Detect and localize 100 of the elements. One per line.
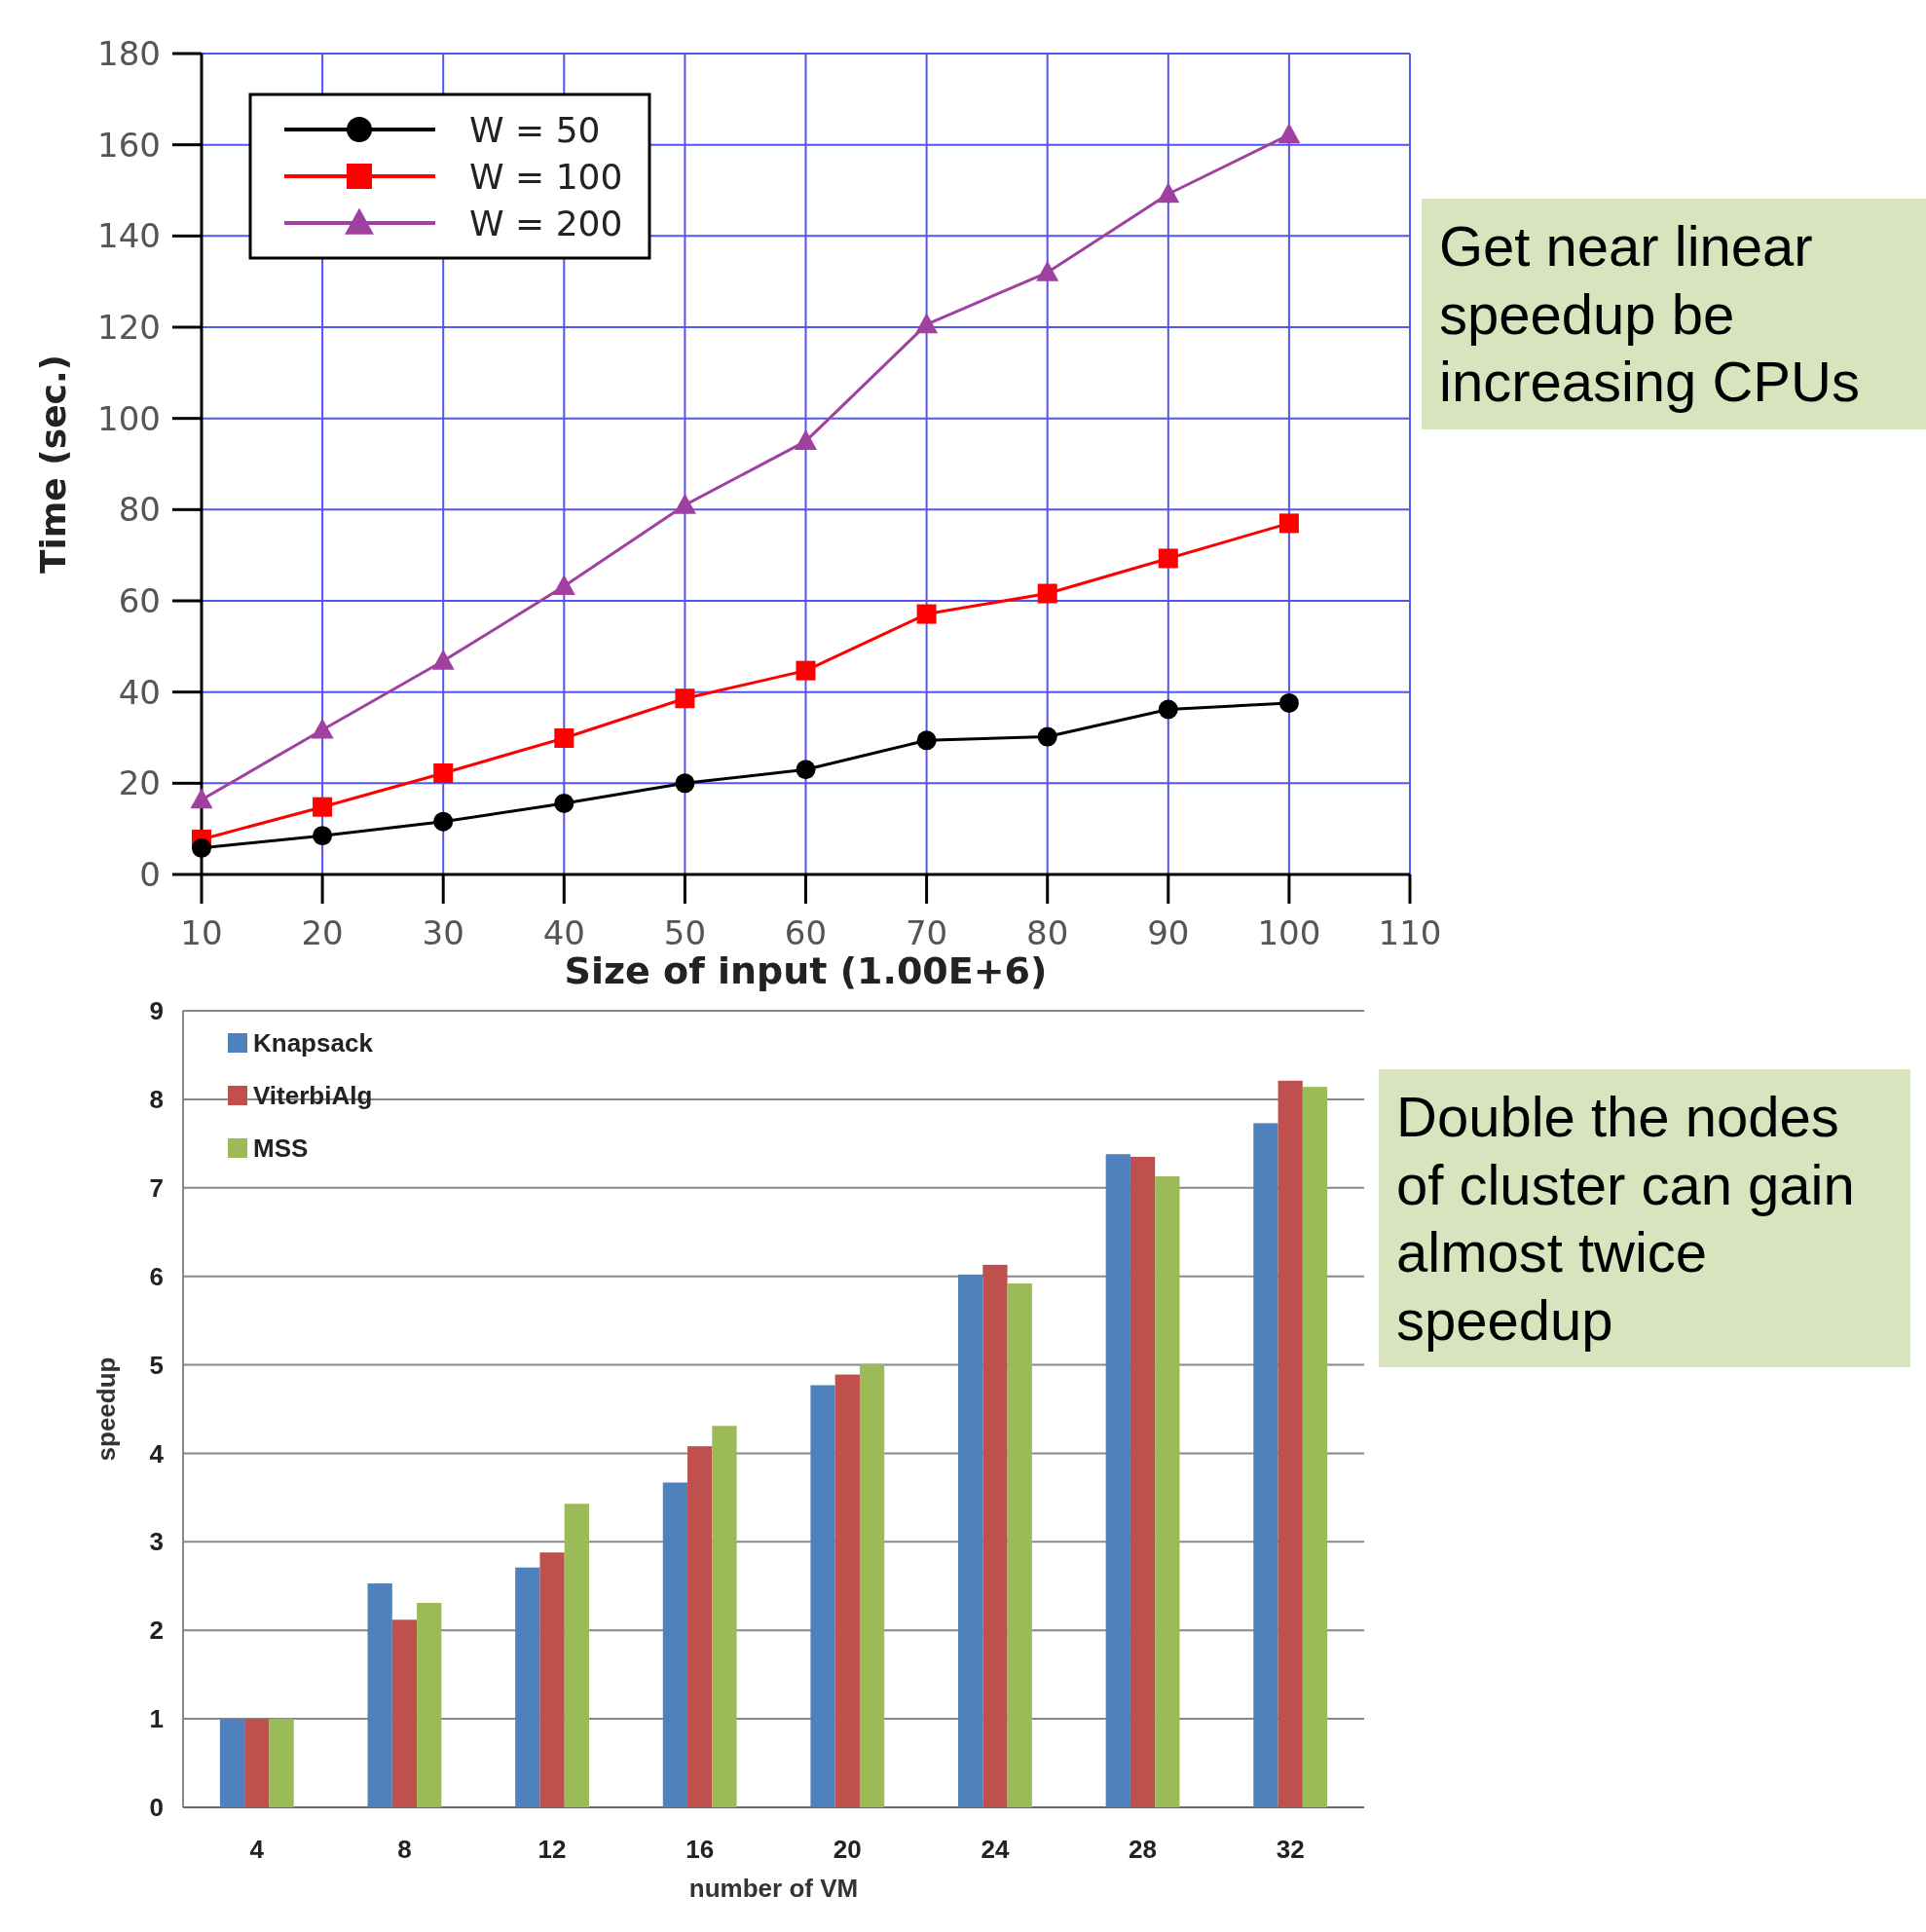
x-tick-label: 20 [833,1835,862,1864]
legend-label: W = 100 [469,156,623,197]
point [675,688,695,709]
x-tick-label: 30 [422,913,464,952]
point [795,429,817,451]
bar [515,1567,540,1807]
bar [712,1426,737,1807]
x-axis-title: number of VM [688,1874,859,1903]
y-axis-title: speedup [92,1356,121,1462]
y-tick-label: 40 [118,672,161,712]
legend-label: W = 200 [469,203,623,243]
y-tick-label: 80 [118,490,161,530]
y-tick-label: 6 [149,1261,164,1291]
y-tick-label: 140 [97,216,161,256]
y-tick-label: 3 [149,1527,164,1557]
y-tick-label: 1 [149,1704,164,1734]
bar [1302,1087,1328,1807]
y-tick-label: 60 [118,580,161,620]
y-tick-label: 160 [97,125,161,165]
point [311,718,334,739]
y-tick-label: 5 [149,1350,164,1380]
point [552,575,575,596]
x-tick-label: 60 [784,913,828,952]
text: Double the nodes of cluster can gain almost twice speedup [1379,1069,1910,1368]
point [796,660,816,681]
bar [662,1482,688,1807]
point [1158,548,1178,569]
x-tick-label: 50 [663,913,707,952]
bar [1278,1080,1303,1807]
x-tick-label: 100 [1257,913,1321,952]
x-tick-label: 8 [397,1835,412,1864]
point [1278,692,1299,713]
x-tick-label: 28 [1129,1835,1158,1864]
legend-label: Knapsack [253,1028,374,1059]
point [673,493,696,514]
y-tick-label: 9 [149,996,164,1026]
bar [958,1274,983,1807]
bar [834,1374,860,1807]
text: Get near linear speedup be increasing CPUs [1422,199,1926,429]
point [313,797,333,817]
point [433,811,454,832]
point [1278,513,1299,534]
legend-label: W = 50 [469,109,601,150]
bar [1007,1282,1032,1807]
bar [1155,1175,1180,1807]
y-tick-label: 8 [149,1084,164,1114]
x-tick-label: 20 [301,913,344,952]
bar [244,1719,270,1807]
point [915,313,939,334]
point [1278,123,1301,144]
point [1036,260,1059,281]
point [313,826,333,846]
y-tick-label: 4 [149,1438,165,1468]
y-tick-label: 20 [118,763,161,803]
bar [219,1719,245,1807]
bar [564,1504,589,1807]
bar [391,1619,418,1807]
x-tick-label: 70 [905,913,948,952]
y-axis-title: Time (sec.) [33,353,73,575]
bar [539,1552,565,1807]
bar [810,1385,835,1807]
point [916,730,937,751]
point [916,604,937,624]
bar [417,1603,442,1807]
bar [1253,1123,1278,1807]
point [554,793,574,813]
x-tick-label: 32 [1276,1835,1305,1864]
point [554,727,574,748]
x-axis-title: Size of input (1.00E+6) [564,949,1048,992]
point [1158,699,1178,720]
x-tick-label: 90 [1147,913,1190,952]
point [433,763,454,784]
bar [269,1719,294,1807]
y-tick-label: 0 [139,854,161,894]
y-tick-label: 2 [149,1616,164,1646]
point [1157,182,1180,204]
y-tick-label: 120 [97,307,161,347]
point [192,837,211,858]
point [190,788,213,809]
point [796,760,816,780]
point [1037,726,1057,747]
bar [1105,1154,1130,1807]
point [675,773,695,794]
legend-label: MSS [253,1133,309,1164]
y-tick-label: 180 [97,33,161,73]
y-tick-label: 0 [149,1793,164,1823]
legend-label: ViterbiAlg [253,1081,373,1111]
x-tick-label: 10 [180,913,223,952]
bar [1130,1156,1156,1807]
x-tick-label: 12 [537,1835,567,1864]
x-tick-label: 24 [981,1835,1010,1864]
point [431,649,455,670]
bar [859,1363,885,1807]
x-tick-label: 16 [685,1835,715,1864]
y-tick-label: 100 [97,398,161,438]
point [1037,583,1057,604]
bar [982,1264,1008,1807]
x-tick-label: 40 [542,913,585,952]
bar [687,1446,713,1807]
x-tick-label: 4 [249,1835,265,1864]
